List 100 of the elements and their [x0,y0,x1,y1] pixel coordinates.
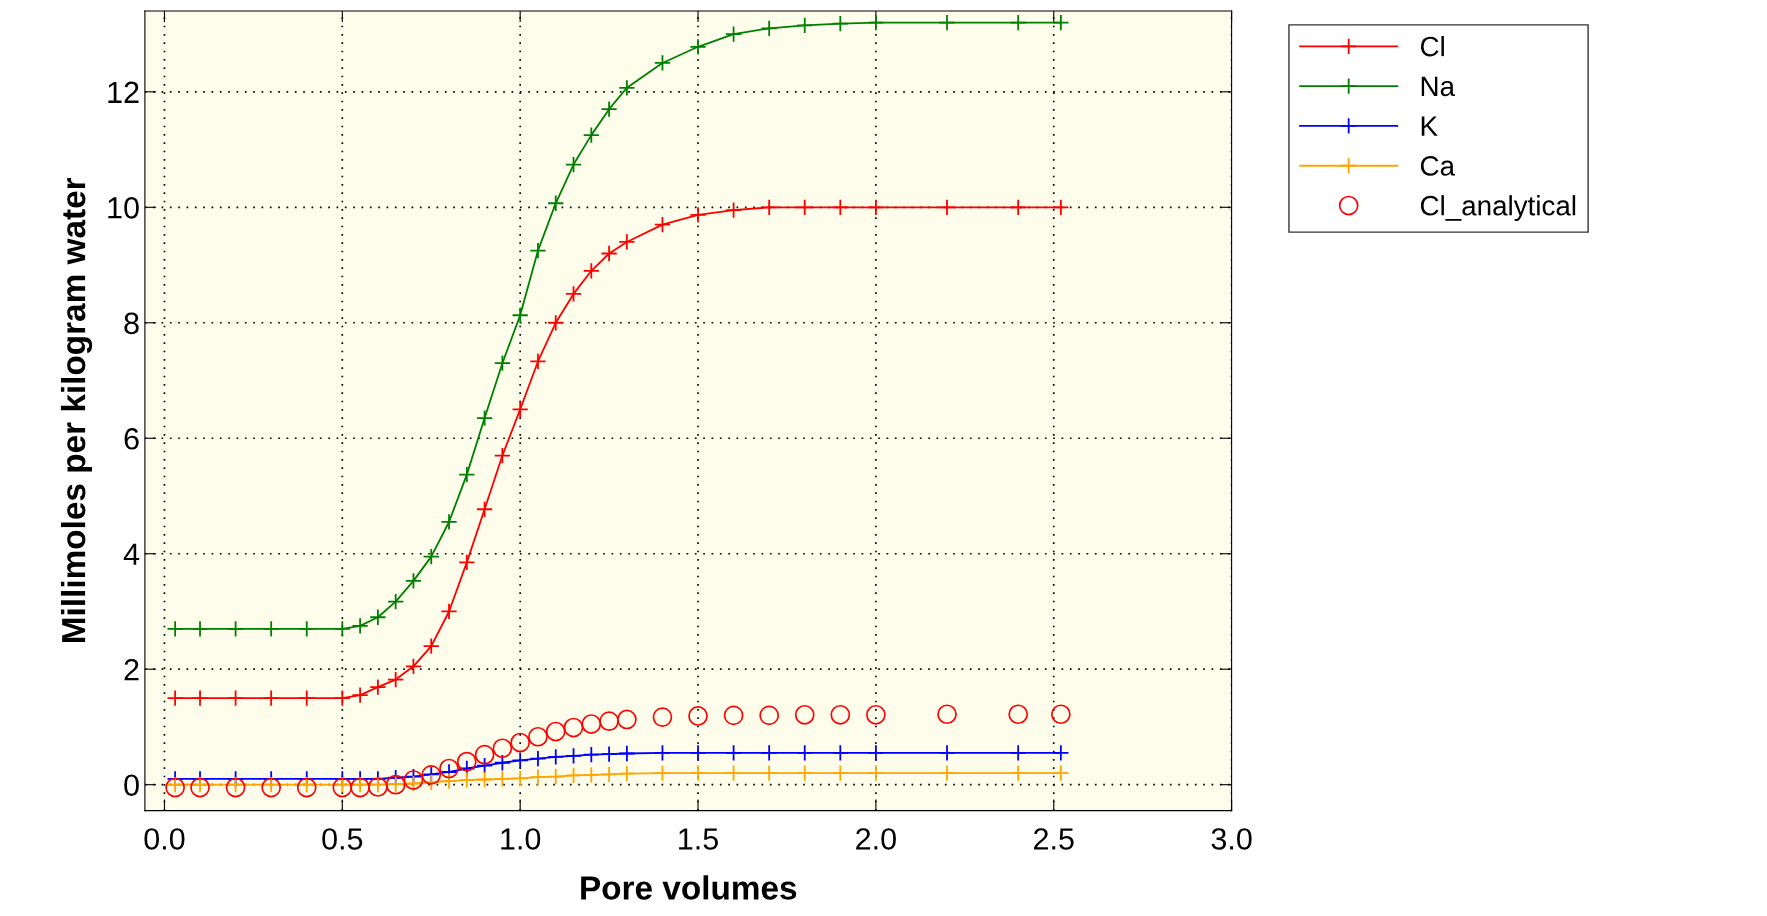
point [796,198,814,216]
point [618,744,636,763]
point [796,764,814,782]
point [582,262,600,280]
point [600,765,618,783]
point [511,769,529,787]
point [617,709,637,730]
y-tick-label: 12 [108,81,139,103]
point [369,608,387,626]
legend-label: K [1421,116,1438,136]
point [581,714,602,734]
point [618,233,636,251]
x-tick-label: 2.5 [1034,828,1074,850]
point [653,744,672,762]
y-tick-label: 4 [123,543,140,565]
x-tick-label: 1.0 [501,828,541,850]
point [510,732,531,753]
point [440,772,458,790]
point [760,198,778,216]
point [563,717,584,738]
point [582,746,600,764]
point [938,13,956,32]
point [1008,704,1029,725]
x-tick-label: 1.5 [679,828,718,850]
point [547,748,565,766]
point [458,771,476,789]
point [564,285,583,303]
point [1009,198,1027,216]
point [298,689,316,707]
point [564,156,583,174]
point [600,745,618,763]
point [492,738,513,759]
point [1052,744,1070,762]
point [404,657,423,675]
point [867,744,885,762]
point [1052,764,1070,782]
point [830,704,851,725]
point [725,744,743,762]
y-axis-title: Millimoles per kilogram water [60,177,93,642]
point [689,206,707,224]
point [333,689,351,707]
point [867,198,885,216]
point [760,744,778,762]
point [1009,13,1027,32]
point [439,758,459,779]
point [653,764,672,782]
legend-label: Na [1421,76,1456,97]
point [652,707,673,727]
point [262,689,280,707]
legend-label: Cl [1420,35,1444,57]
point [831,764,849,782]
point [564,766,583,784]
point [476,770,494,789]
x-tick-label: 3.0 [1211,828,1252,850]
point [529,768,547,786]
point [794,704,815,725]
x-tick-label: 0.5 [322,828,363,850]
point [456,751,477,772]
point [831,15,849,33]
point [867,13,885,32]
point [493,447,511,465]
point [351,617,369,635]
point [422,548,440,566]
point [796,16,814,34]
point [1009,764,1027,782]
point [387,593,405,611]
point [528,726,548,747]
point [600,100,618,118]
legend-label: Ca [1420,156,1456,176]
y-tick-label: 8 [124,312,139,335]
point [529,750,547,768]
point [689,38,707,56]
point [689,744,707,762]
point [547,194,565,212]
point [564,747,583,765]
point [831,744,849,762]
point [618,79,636,97]
point [458,553,476,571]
point [1052,198,1070,216]
point [474,744,495,765]
point [688,706,708,726]
point [262,620,280,638]
point [493,754,511,772]
point [725,25,743,43]
point [600,244,618,263]
point [831,198,849,216]
point [476,500,494,518]
y-tick-label: 6 [124,427,139,450]
point [725,764,743,782]
x-tick-label: 2.0 [856,828,896,850]
point [166,689,184,707]
point [493,354,511,372]
point [422,773,440,791]
point [545,721,566,742]
point [723,705,744,726]
point [760,19,778,37]
point [166,620,184,638]
point [582,766,600,784]
point [1009,744,1027,762]
point [759,705,780,726]
